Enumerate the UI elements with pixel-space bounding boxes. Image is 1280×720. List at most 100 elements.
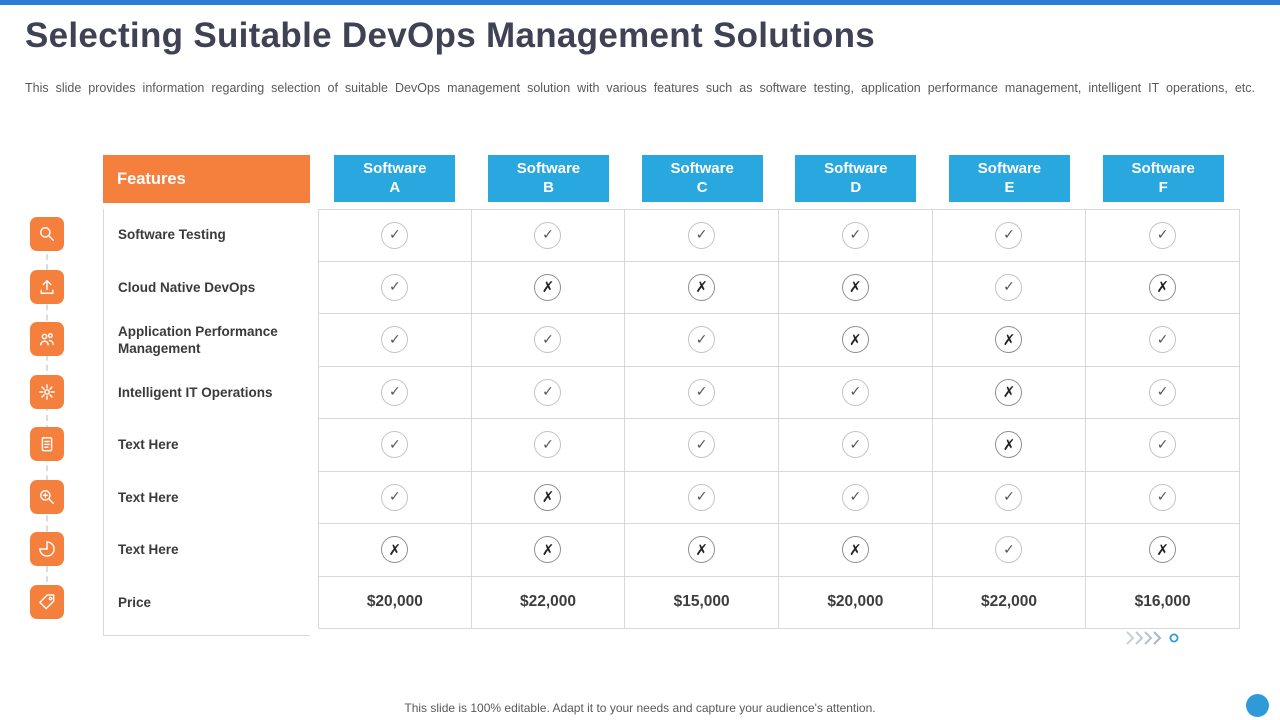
check-mark-cell: ✓: [625, 366, 779, 419]
pie-chart-icon: [30, 532, 64, 566]
process-burst-icon: [30, 374, 64, 409]
check-mark-cell: ✓: [471, 209, 626, 262]
features-header: Features: [103, 155, 310, 203]
feature-row-label: Text Here: [118, 437, 179, 453]
check-icon: ✓: [841, 221, 869, 249]
cross-mark-cell: ✗: [471, 524, 626, 577]
top-accent-bar: [0, 0, 1280, 5]
feature-row-label: Cloud Native DevOps: [118, 279, 256, 295]
column-header: Software C: [625, 155, 779, 203]
check-icon: ✓: [995, 273, 1023, 301]
feature-row-label: Application Performance Management: [118, 323, 278, 357]
check-mark-cell: ✓: [471, 314, 626, 367]
check-icon: ✓: [381, 378, 409, 406]
check-mark-cell: ✓: [1086, 314, 1240, 367]
check-icon: ✓: [534, 431, 562, 459]
cross-mark-cell: ✗: [318, 524, 472, 577]
check-icon: ✓: [688, 431, 716, 459]
check-mark-cell: ✓: [625, 419, 779, 472]
check-mark-cell: ✓: [318, 314, 472, 367]
check-mark-cell: ✓: [471, 419, 626, 472]
check-icon: ✓: [1149, 483, 1177, 511]
cross-icon: ✗: [841, 326, 869, 354]
cross-icon: ✗: [841, 273, 869, 301]
check-icon: ✓: [381, 483, 409, 511]
feature-row-label: Intelligent IT Operations: [118, 384, 273, 400]
subtitle: This slide provides information regardin…: [25, 81, 1255, 95]
cross-mark-cell: ✗: [471, 261, 626, 314]
check-mark-cell: ✓: [932, 471, 1087, 524]
check-icon: ✓: [1149, 431, 1177, 459]
check-icon: ✓: [688, 326, 716, 354]
rail-dashed-line: [46, 234, 48, 602]
check-mark-cell: ✓: [318, 471, 472, 524]
column-header: Software E: [933, 155, 1087, 203]
check-mark-cell: ✓: [1086, 419, 1240, 472]
check-mark-cell: ✓: [625, 209, 779, 262]
column-header: Software F: [1086, 155, 1240, 203]
corner-dot: [1246, 694, 1269, 717]
column-headers: Software A Software B Software C Software D Soft…: [318, 155, 1240, 203]
check-icon: ✓: [995, 221, 1023, 249]
check-mark-cell: ✓: [318, 366, 472, 419]
zoom-in-icon: [30, 479, 64, 514]
check-icon: ✓: [841, 431, 869, 459]
cross-icon: ✗: [995, 378, 1023, 406]
check-icon: ✓: [1149, 221, 1177, 249]
check-icon: ✓: [1149, 326, 1177, 354]
check-icon: ✓: [841, 378, 869, 406]
cross-icon: ✗: [1149, 273, 1177, 301]
comparison-table: Features Software Testing Cloud Native De…: [103, 155, 1240, 636]
software-columns: Software A Software B Software C Software D Soft…: [318, 155, 1240, 636]
footer-note: This slide is 100% editable. Adapt it to…: [404, 701, 876, 715]
column-header: Software B: [472, 155, 626, 203]
cross-icon: ✗: [995, 326, 1023, 354]
cross-icon: ✗: [688, 273, 716, 301]
check-mark-cell: ✓: [1086, 366, 1240, 419]
price-cell: $22,000: [932, 576, 1087, 629]
cross-mark-cell: ✗: [1086, 524, 1240, 577]
cross-icon: ✗: [1149, 536, 1177, 564]
marks-grid: ✓ ✓ ✓ ✓ ✓ ✓ ✓ ✗ ✗ ✗ ✓ ✗ ✓ ✓ ✓ ✗ ✗ ✓ ✓ ✓ ✓ ✓ ✗ ✓ ✓ ✓ ✓ ✓ ✗ ✓ ✓ ✗ ✓ ✓ ✓ ✓ ✗ ✗ ✗ ✗…: [318, 209, 1240, 629]
search-icon: [30, 217, 64, 251]
check-mark-cell: ✓: [625, 471, 779, 524]
check-mark-cell: ✓: [1086, 471, 1240, 524]
check-mark-cell: ✓: [1086, 209, 1240, 262]
price-cell: $20,000: [318, 576, 472, 629]
check-mark-cell: ✓: [779, 366, 933, 419]
cross-mark-cell: ✗: [779, 314, 933, 367]
check-mark-cell: ✓: [779, 419, 933, 472]
upload-icon: [30, 269, 64, 304]
features-column: Features Software Testing Cloud Native De…: [103, 155, 310, 636]
report-icon: [30, 427, 64, 461]
check-mark-cell: ✓: [625, 314, 779, 367]
check-icon: ✓: [381, 273, 409, 301]
feature-labels: Software Testing Cloud Native DevOps Appli…: [103, 209, 310, 636]
cross-icon: ✗: [688, 536, 716, 564]
check-icon: ✓: [381, 431, 409, 459]
check-mark-cell: ✓: [318, 209, 472, 262]
price-cell: $22,000: [471, 576, 626, 629]
check-icon: ✓: [534, 378, 562, 406]
feature-row-label: Text Here: [118, 489, 179, 505]
page-title: Selecting Suitable DevOps Management Sol…: [25, 16, 876, 55]
check-mark-cell: ✓: [932, 261, 1087, 314]
icon-rail: [30, 217, 64, 637]
cross-mark-cell: ✗: [779, 261, 933, 314]
cross-mark-cell: ✗: [932, 419, 1087, 472]
cross-mark-cell: ✗: [932, 366, 1087, 419]
check-icon: ✓: [534, 326, 562, 354]
feature-row-label: Software Testing: [118, 227, 226, 243]
check-mark-cell: ✓: [318, 419, 472, 472]
price-cell: $20,000: [779, 576, 933, 629]
check-icon: ✓: [688, 483, 716, 511]
cross-mark-cell: ✗: [625, 524, 779, 577]
cross-icon: ✗: [841, 536, 869, 564]
cross-icon: ✗: [995, 431, 1023, 459]
cross-icon: ✗: [534, 273, 562, 301]
cross-mark-cell: ✗: [779, 524, 933, 577]
feature-row-label: Price: [118, 594, 152, 610]
cross-icon: ✗: [381, 536, 409, 564]
check-mark-cell: ✓: [932, 209, 1087, 262]
check-icon: ✓: [841, 483, 869, 511]
